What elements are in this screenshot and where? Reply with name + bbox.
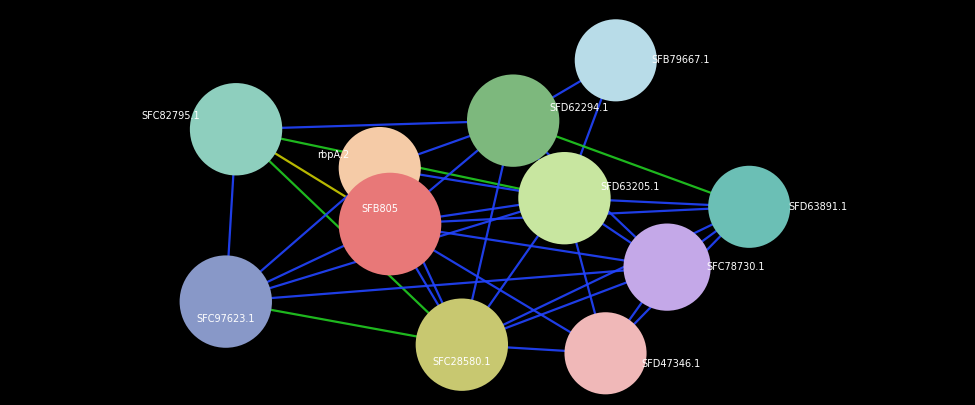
Ellipse shape <box>708 166 791 248</box>
Ellipse shape <box>190 83 282 175</box>
Ellipse shape <box>179 256 272 348</box>
Ellipse shape <box>623 224 711 311</box>
Ellipse shape <box>565 312 646 394</box>
Text: SFC82795.1: SFC82795.1 <box>141 111 200 122</box>
Text: SFD63891.1: SFD63891.1 <box>788 202 847 212</box>
Ellipse shape <box>519 152 610 244</box>
Text: SFC97623.1: SFC97623.1 <box>197 314 255 324</box>
Text: rbpA.2: rbpA.2 <box>317 150 349 160</box>
Text: SFC28580.1: SFC28580.1 <box>433 357 491 367</box>
Ellipse shape <box>415 298 508 391</box>
Ellipse shape <box>574 19 657 101</box>
Text: SFB805: SFB805 <box>361 204 398 214</box>
Text: SFD47346.1: SFD47346.1 <box>642 359 701 369</box>
Text: SFC78730.1: SFC78730.1 <box>706 262 764 272</box>
Ellipse shape <box>467 75 560 167</box>
Text: SFD62294.1: SFD62294.1 <box>549 103 608 113</box>
Text: SFD63205.1: SFD63205.1 <box>601 182 660 192</box>
Ellipse shape <box>338 173 442 275</box>
Text: SFB79667.1: SFB79667.1 <box>651 55 710 65</box>
Ellipse shape <box>338 127 421 209</box>
